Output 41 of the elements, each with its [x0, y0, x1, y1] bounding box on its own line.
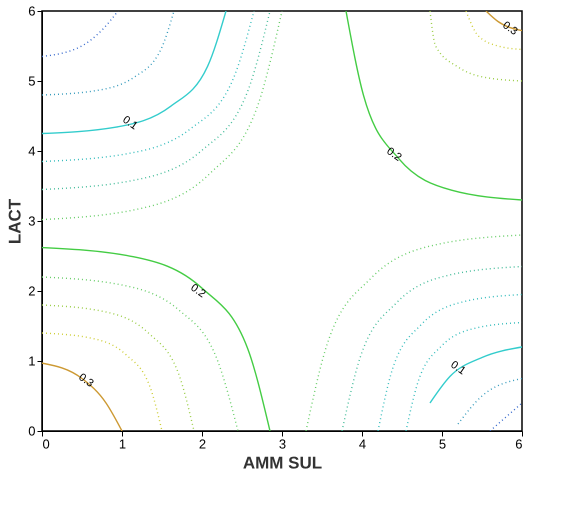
line-series	[42, 304, 195, 431]
line-series	[405, 322, 522, 431]
line-series	[42, 276, 239, 431]
x-tick-label: 2	[198, 436, 206, 452]
x-tick-label: 3	[278, 436, 286, 452]
annotation: 0.1	[448, 358, 468, 378]
line-series	[42, 11, 283, 220]
y-axis-title: LACT	[5, 198, 24, 244]
y-tick-label: 2	[28, 284, 36, 298]
line-series	[305, 234, 522, 431]
y-tick-label: 5	[28, 74, 36, 88]
annotation: 0.2	[384, 145, 404, 164]
annotation: 0.1	[120, 114, 140, 132]
x-tick-label: 0	[42, 436, 50, 452]
line-series	[465, 11, 522, 50]
annotation: 0.3	[500, 19, 520, 38]
x-tick-label: 4	[358, 436, 366, 452]
line-series	[341, 266, 522, 431]
y-tick-label: 4	[28, 144, 36, 158]
x-tick-label: 5	[438, 436, 446, 452]
x-tick-label: 1	[118, 436, 126, 452]
line-series	[42, 362, 123, 431]
x-axis-title: AMM SUL	[242, 454, 322, 472]
annotation: 0.3	[76, 371, 96, 390]
line-series	[42, 11, 227, 134]
y-tick-label: 6	[28, 4, 36, 18]
line-series	[42, 11, 119, 58]
line-series	[42, 11, 175, 96]
line-series	[345, 11, 522, 201]
line-series	[42, 11, 255, 162]
line-series	[42, 246, 271, 431]
y-tick-label: 1	[28, 354, 36, 368]
line-series	[377, 294, 522, 431]
x-tick-label: 6	[515, 436, 522, 452]
line-series	[429, 11, 522, 82]
y-tick-label: 0	[28, 424, 36, 438]
line-series	[429, 346, 522, 404]
line-series	[42, 11, 271, 190]
annotation: 0.2	[188, 282, 208, 300]
line-series	[42, 332, 163, 431]
y-tick-label: 3	[28, 214, 36, 228]
